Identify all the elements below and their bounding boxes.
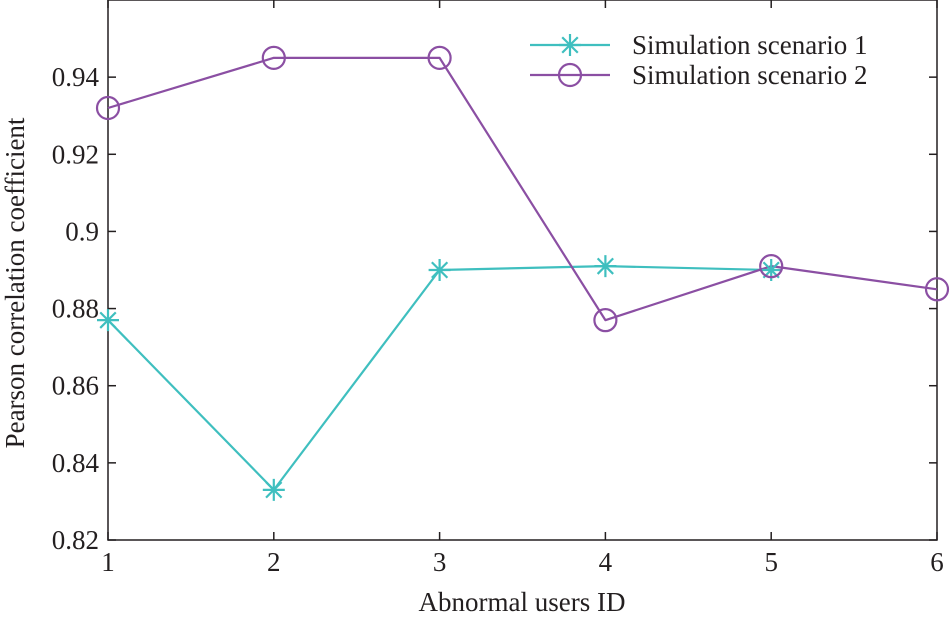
x-tick-label: 2: [267, 547, 281, 577]
y-tick-label: 0.84: [52, 448, 100, 478]
x-tick-label: 3: [433, 547, 447, 577]
axis-tick-labels: 1 2 3 4 5 6 0.82 0.84 0.86 0.88 0.9 0.92 0.94: [52, 62, 944, 577]
data-point-s2-5: [759, 254, 784, 279]
y-tick-label: 0.86: [52, 371, 99, 401]
x-axis-label: Abnormal users ID: [419, 587, 626, 617]
series-line-2: [107, 56, 938, 322]
axis-ticks: [107, 0, 938, 541]
y-tick-label: 0.9: [65, 216, 99, 246]
y-tick-label: 0.88: [52, 294, 99, 324]
data-point-s2-4: [593, 308, 618, 333]
y-tick-label: 0.92: [52, 139, 99, 169]
legend-marker-1: [559, 34, 581, 56]
y-tick-label: 0.94: [52, 62, 100, 92]
data-point-s1-1: [97, 309, 119, 332]
data-point-s2-6: [924, 277, 950, 302]
data-point-s1-4: [594, 255, 617, 278]
y-axis-label: Pearson correlation coefficient: [0, 117, 30, 448]
x-tick-label: 5: [764, 547, 778, 577]
x-tick-label: 6: [930, 547, 944, 577]
series-line-1: [107, 265, 772, 491]
legend-label-1: Simulation scenario 1: [632, 30, 867, 60]
legend-marker-2: [557, 62, 583, 88]
data-point-s2-3: [427, 45, 452, 70]
series-markers: [95, 45, 950, 501]
data-point-s1-3: [428, 259, 451, 281]
x-tick-label: 4: [599, 547, 613, 577]
x-tick-label: 1: [101, 547, 115, 577]
legend-label-2: Simulation scenario 2: [632, 60, 867, 90]
data-point-s2-2: [261, 45, 286, 70]
data-point-s1-2: [262, 478, 285, 501]
data-point-s2-1: [95, 95, 121, 121]
plot-frame: [107, 0, 938, 541]
y-tick-label: 0.82: [52, 525, 99, 555]
series-lines: [107, 56, 938, 491]
